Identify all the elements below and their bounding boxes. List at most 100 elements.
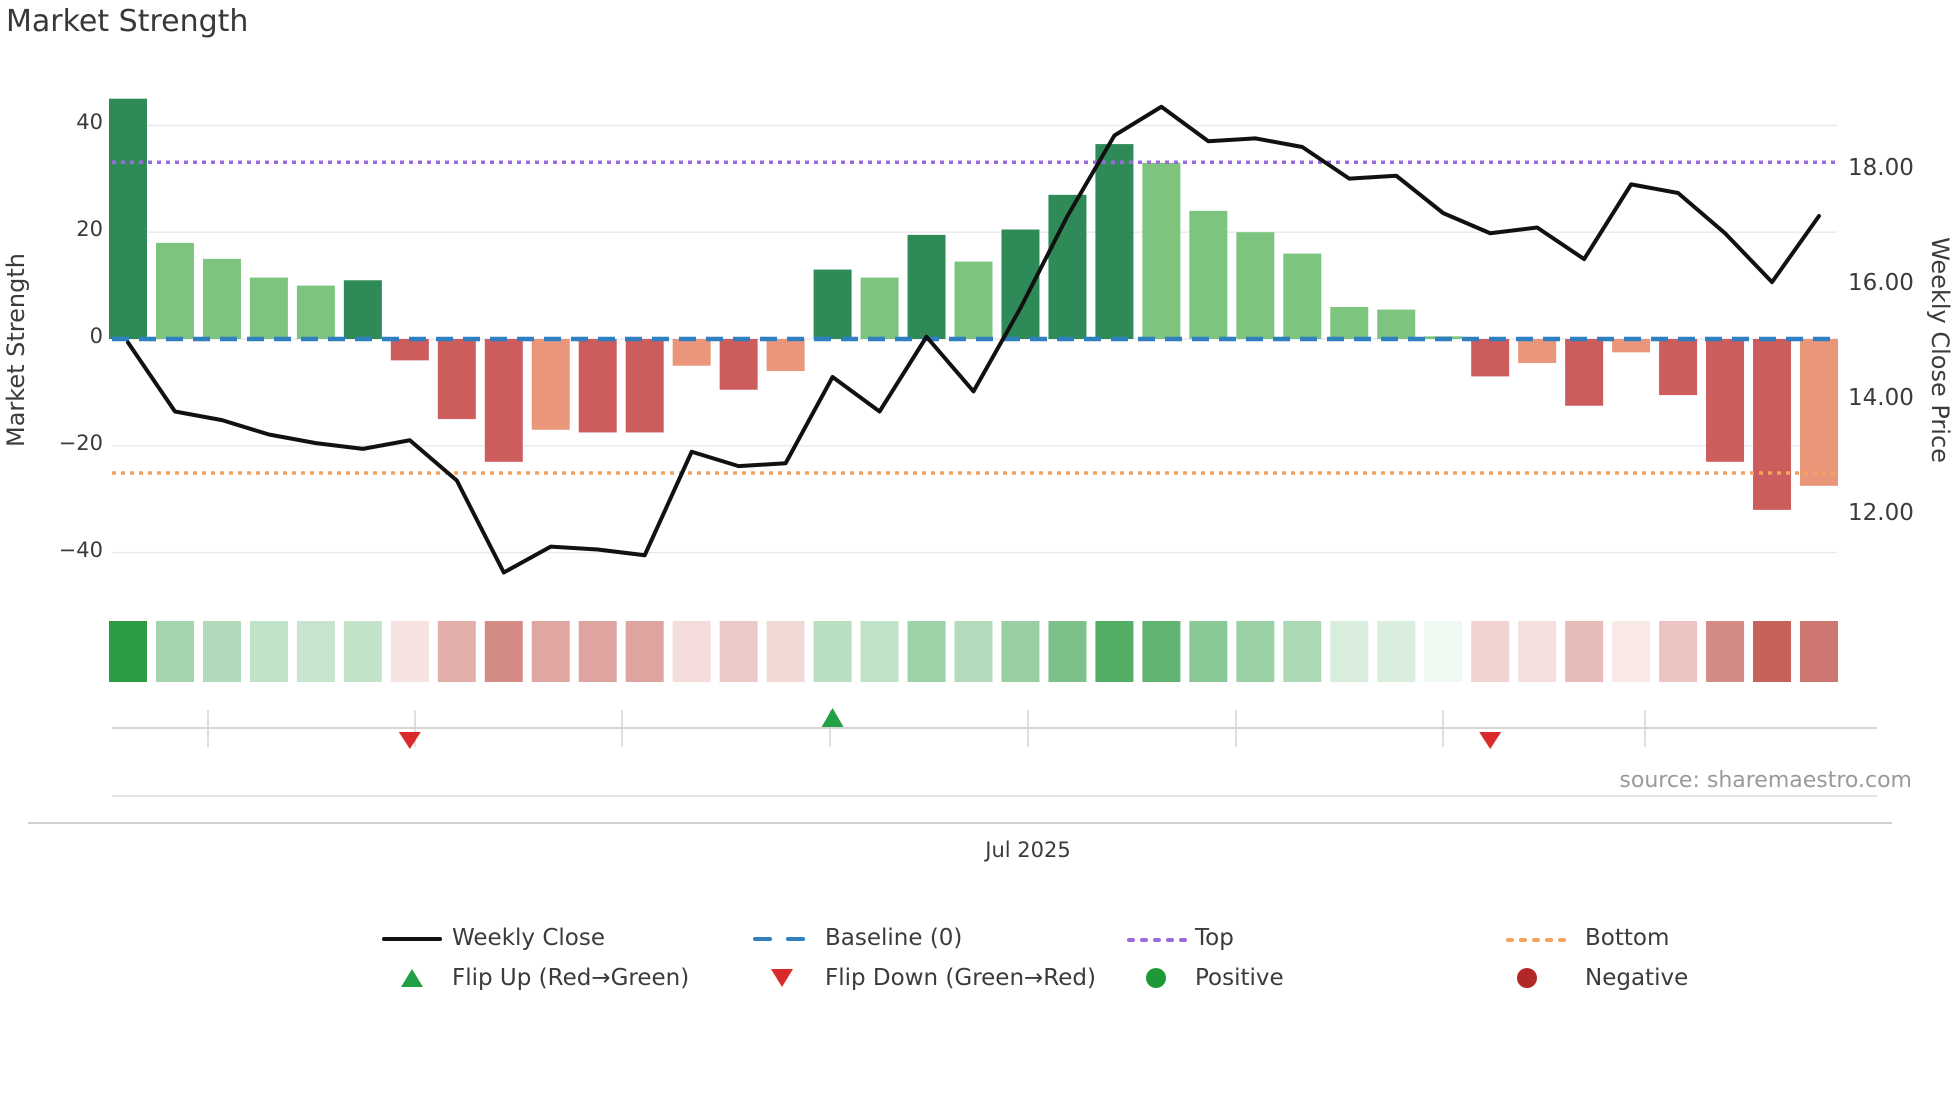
strength-bar: [202, 258, 241, 339]
heat-cell: [343, 621, 382, 682]
heat-cell: [766, 621, 805, 682]
strength-bar: [1142, 162, 1181, 339]
left-axis-tick: −20: [58, 430, 103, 455]
left-axis-tick: −40: [58, 537, 103, 562]
heat-cell: [813, 621, 852, 682]
strength-bar: [1518, 339, 1557, 364]
heat-cell: [719, 621, 758, 682]
heat-cell: [437, 621, 476, 682]
flip-down-icon: [771, 969, 793, 987]
strength-bar: [390, 339, 429, 361]
strength-bar: [531, 339, 570, 430]
heat-cell: [1283, 621, 1322, 682]
strength-bar: [437, 339, 476, 420]
strength-bar: [578, 339, 617, 433]
strength-bar: [249, 277, 288, 339]
right-axis-tick: 16.00: [1848, 270, 1914, 296]
strength-bar: [766, 339, 805, 372]
strength-bar: [109, 98, 147, 339]
strength-bar: [1189, 210, 1228, 339]
heat-cell: [531, 621, 570, 682]
heat-cell: [1142, 621, 1181, 682]
heat-cell: [1753, 621, 1792, 682]
heat-cell: [860, 621, 899, 682]
source-attribution: source: sharemaestro.com: [1619, 768, 1912, 793]
legend-label-flip-up: Flip Up (Red→Green): [452, 965, 690, 991]
heat-cell: [249, 621, 288, 682]
strength-bar: [625, 339, 664, 433]
legend-label-top: Top: [1195, 925, 1234, 951]
heat-cell: [1001, 621, 1040, 682]
strength-bar: [1330, 306, 1369, 339]
right-axis-tick: 14.00: [1848, 385, 1914, 411]
heat-cell: [1612, 621, 1651, 682]
legend-top-swatch: [1127, 938, 1187, 942]
strength-bar: [719, 339, 758, 390]
strength-bar: [1753, 339, 1792, 510]
heat-cell: [1236, 621, 1275, 682]
heat-cell: [954, 621, 993, 682]
legend-label-weekly-close: Weekly Close: [452, 925, 605, 951]
legend-bottom-swatch: [1506, 938, 1566, 942]
strength-bar: [296, 285, 335, 339]
heat-cell: [1799, 621, 1838, 682]
heat-cell: [625, 621, 664, 682]
heat-cell: [390, 621, 429, 682]
legend-label-positive: Positive: [1195, 965, 1284, 991]
heat-cell: [578, 621, 617, 682]
right-axis-title: Weekly Close Price: [1926, 237, 1954, 463]
flip-up-marker: [821, 708, 844, 727]
heat-cell: [1048, 621, 1087, 682]
heat-cell: [1424, 621, 1463, 682]
legend-label-bottom: Bottom: [1585, 925, 1670, 951]
weekly-close-line: [126, 104, 1821, 575]
strength-bar: [907, 234, 946, 339]
left-axis-title: Market Strength: [2, 253, 30, 447]
strength-bar: [1706, 339, 1745, 462]
heat-cell: [202, 621, 241, 682]
heat-cell: [1377, 621, 1416, 682]
strength-bar: [343, 280, 382, 339]
heat-cell: [484, 621, 523, 682]
strength-bar: [672, 339, 711, 366]
strength-bar: [1565, 339, 1604, 406]
heat-cell: [1706, 621, 1745, 682]
strength-bar: [1236, 232, 1275, 339]
negative-dot-icon: [1517, 968, 1537, 988]
flip-up-icon: [401, 969, 423, 987]
heat-cell: [1095, 621, 1134, 682]
heat-cell: [1518, 621, 1557, 682]
left-axis-tick: 0: [89, 324, 103, 348]
legend-label-negative: Negative: [1585, 965, 1689, 991]
right-axis-tick: 12.00: [1848, 500, 1914, 526]
heat-cell: [1471, 621, 1510, 682]
strength-bar: [155, 242, 194, 339]
strength-bar: [1659, 339, 1698, 396]
heat-cell: [672, 621, 711, 682]
strength-bar: [1377, 309, 1416, 339]
right-axis-tick: 18.00: [1848, 155, 1914, 181]
flip-down-marker: [398, 732, 421, 749]
strength-bar: [860, 277, 899, 339]
page-title: Market Strength: [6, 4, 249, 39]
strength-bar: [1095, 144, 1134, 339]
flip-down-marker: [1479, 732, 1502, 749]
legend-label-flip-down: Flip Down (Green→Red): [825, 965, 1096, 991]
heat-cell: [155, 621, 194, 682]
legend-label-baseline: Baseline (0): [825, 925, 963, 951]
heat-cell: [1189, 621, 1228, 682]
strength-bar: [484, 339, 523, 462]
legend-baseline-swatch: [753, 937, 805, 941]
legend-weekly-close-swatch: [382, 937, 442, 941]
heat-cell: [1659, 621, 1698, 682]
strength-bar: [954, 261, 993, 339]
left-axis-tick: 20: [76, 217, 103, 242]
heat-cell: [1565, 621, 1604, 682]
strength-bar: [1471, 339, 1510, 377]
x-axis-tick-label: Jul 2025: [985, 838, 1071, 862]
heat-cell: [296, 621, 335, 682]
heat-cell: [907, 621, 946, 682]
heat-cell: [1330, 621, 1369, 682]
